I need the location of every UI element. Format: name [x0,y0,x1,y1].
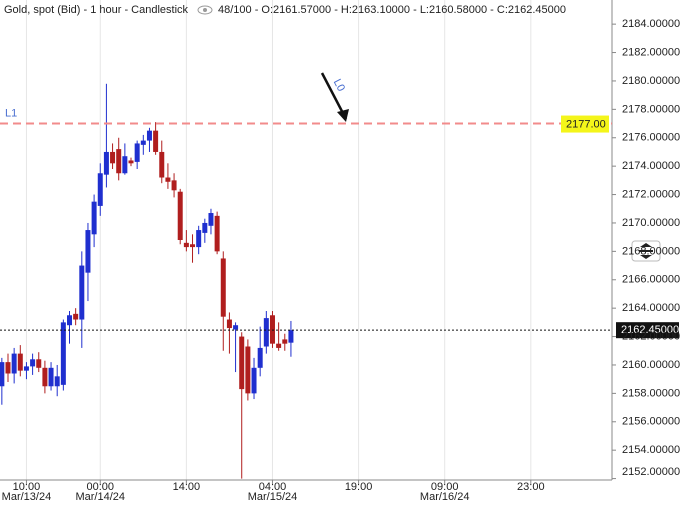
candle-body [276,343,282,348]
candle-body [85,230,91,273]
scroll-button-icon [640,243,652,259]
arrow-head [337,109,349,122]
candle-body [54,376,60,387]
candle-body [165,177,171,182]
x-tick-label: 04:00 [259,481,287,493]
y-tick-label: 2152.00000 [622,466,680,478]
y-tick-label: 2158.00000 [622,387,680,399]
candle-body [23,366,29,371]
candle-body [128,160,134,164]
x-tick-label: 14:00 [173,481,201,493]
y-tick-label: 2168.00000 [622,245,680,257]
candle-body [208,213,214,226]
candle-body [140,140,146,145]
y-tick-label: 2162.00000 [622,330,680,342]
candle-body [202,222,208,233]
candle-body [257,347,263,368]
y-tick-label: 2180.00000 [622,75,680,87]
arrow-annotation: L0 [320,72,349,122]
candle-body [42,367,48,387]
candle-body [116,149,122,174]
horizontal-line-name: L1 [5,107,17,119]
eye-outline [197,5,213,15]
ohlc-info: 48/100 - O:2161.57000 - H:2163.10000 - L… [218,4,566,16]
candle-body [245,346,251,394]
candle-body [251,367,257,394]
candle-body [97,173,103,206]
candle-body [48,367,54,387]
candle-body [0,362,5,387]
x-tick-label: 23:00 [517,481,545,493]
candle-body [79,265,85,320]
candle-body [17,353,23,371]
candle-body [122,156,128,174]
horizontal-line-label: 2177.00 [566,118,606,130]
y-tick-label: 2164.00000 [622,302,680,314]
candle-body [196,230,202,248]
candle-body [263,318,269,347]
y-tick-label: 2166.00000 [622,274,680,286]
eye-pupil [203,8,207,12]
candle-body [177,191,183,240]
x-tick-date: Mar/16/24 [420,491,470,503]
candle-body [159,151,165,178]
candle-body [233,325,239,330]
visibility-icon[interactable] [197,5,213,15]
y-tick-label: 2172.00000 [622,188,680,200]
candle-body [226,319,232,329]
x-tick-label: 10:00 [13,481,41,493]
candle-body [153,130,159,152]
candle-body [214,215,220,252]
y-tick-label: 2160.00000 [622,359,680,371]
x-tick-label: 00:00 [86,481,114,493]
candle-body [183,242,189,248]
y-tick-label: 2154.00000 [622,444,680,456]
candle-body [220,258,226,317]
candle-body [190,244,196,248]
y-tick-label: 2156.00000 [622,416,680,428]
candle-body [171,180,177,191]
candle-body [239,336,245,390]
candle-body [67,315,73,326]
y-tick-label: 2182.00000 [622,46,680,58]
candle-body [103,151,109,175]
horizontal-line-label-box [561,115,609,133]
candle-body [60,322,66,385]
candle-body [282,339,288,344]
y-tick-label: 2174.00000 [622,160,680,172]
candle-body [91,201,97,235]
candle-body [30,359,36,367]
candle-body [11,353,17,374]
chart-title: Gold, spot (Bid) - 1 hour - Candlestick [4,4,189,16]
y-tick-label: 2176.00000 [622,132,680,144]
y-tick-label: 2170.00000 [622,217,680,229]
candle-body [73,313,79,320]
y-tick-label: 2184.00000 [622,18,680,30]
candle-body [110,151,116,164]
candle-body [134,143,140,162]
x-tick-label: 09:00 [431,481,459,493]
x-tick-date: Mar/13/24 [2,491,52,503]
current-price-label: 2162.45000 [621,324,679,336]
x-tick-date: Mar/15/24 [248,491,298,503]
x-tick-date: Mar/14/24 [75,491,125,503]
arrow-label: L0 [331,77,347,93]
candle-body [269,315,275,344]
candle-body [288,330,294,343]
scroll-button[interactable] [631,240,661,262]
candle-body [5,362,11,374]
candle-body [36,359,42,368]
candle-body [146,130,152,141]
plot [0,83,294,479]
x-tick-label: 19:00 [345,481,373,493]
overlay: L1 2177.00 2162.45000 [0,107,679,339]
y-tick-label: 2178.00000 [622,103,680,115]
current-price-box [616,322,679,339]
